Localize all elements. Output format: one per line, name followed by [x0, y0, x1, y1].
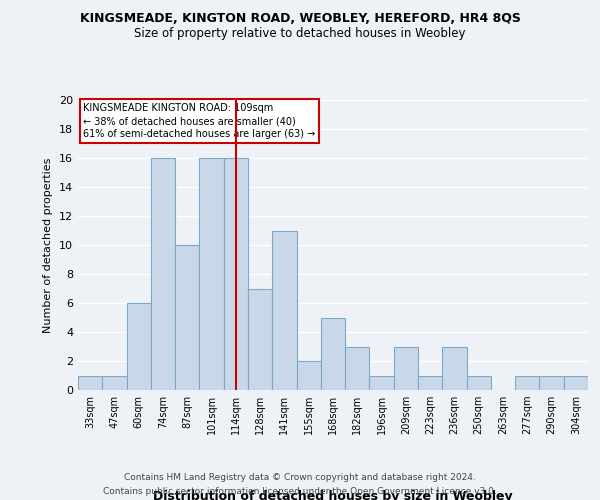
- Text: Size of property relative to detached houses in Weobley: Size of property relative to detached ho…: [134, 28, 466, 40]
- Bar: [418, 376, 442, 390]
- Bar: [151, 158, 175, 390]
- Bar: [467, 376, 491, 390]
- Bar: [272, 230, 296, 390]
- Bar: [248, 288, 272, 390]
- Bar: [102, 376, 127, 390]
- Text: Contains HM Land Registry data © Crown copyright and database right 2024.: Contains HM Land Registry data © Crown c…: [124, 473, 476, 482]
- Text: KINGSMEADE, KINGTON ROAD, WEOBLEY, HEREFORD, HR4 8QS: KINGSMEADE, KINGTON ROAD, WEOBLEY, HEREF…: [80, 12, 520, 26]
- Bar: [370, 376, 394, 390]
- Bar: [224, 158, 248, 390]
- Bar: [199, 158, 224, 390]
- Bar: [442, 346, 467, 390]
- Bar: [345, 346, 370, 390]
- Bar: [515, 376, 539, 390]
- X-axis label: Distribution of detached houses by size in Weobley: Distribution of detached houses by size …: [153, 490, 513, 500]
- Bar: [127, 303, 151, 390]
- Bar: [296, 361, 321, 390]
- Text: KINGSMEADE KINGTON ROAD: 109sqm
← 38% of detached houses are smaller (40)
61% of: KINGSMEADE KINGTON ROAD: 109sqm ← 38% of…: [83, 103, 316, 140]
- Bar: [564, 376, 588, 390]
- Text: Contains public sector information licensed under the Open Government Licence v3: Contains public sector information licen…: [103, 486, 497, 496]
- Bar: [78, 376, 102, 390]
- Bar: [175, 245, 199, 390]
- Bar: [539, 376, 564, 390]
- Bar: [321, 318, 345, 390]
- Bar: [394, 346, 418, 390]
- Y-axis label: Number of detached properties: Number of detached properties: [43, 158, 53, 332]
